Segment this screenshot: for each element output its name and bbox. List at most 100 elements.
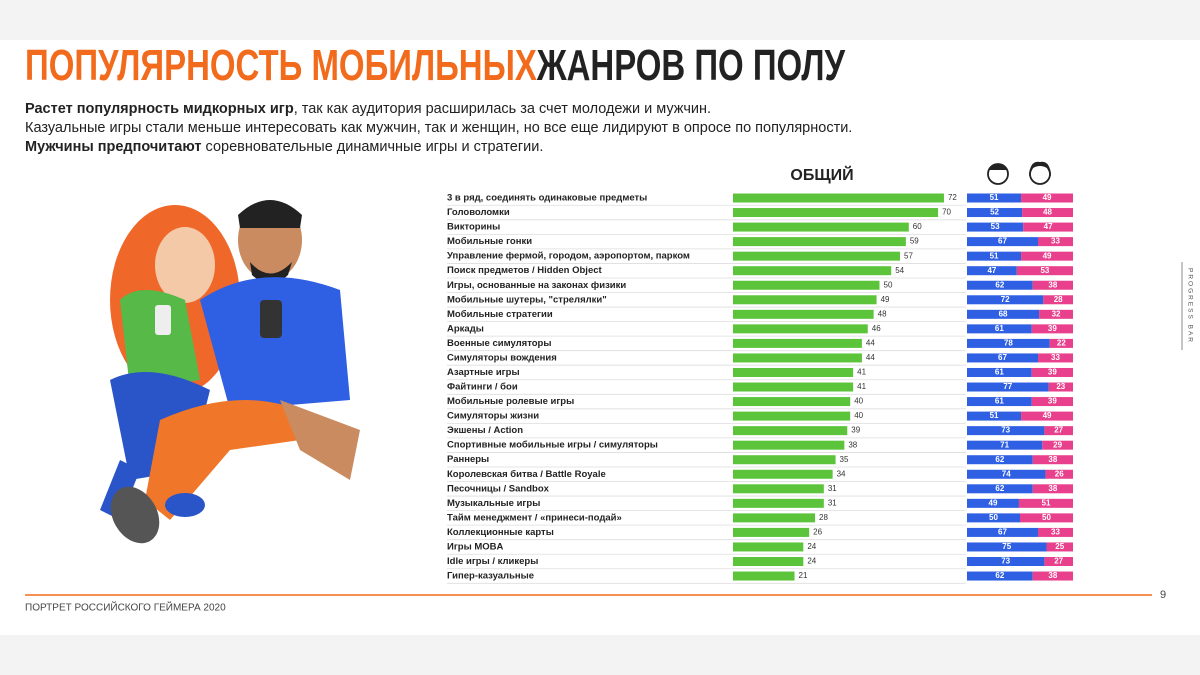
share-bar [967, 455, 1033, 465]
share-label: 39 [1048, 368, 1057, 377]
share-label: 62 [995, 484, 1004, 493]
category-label: Военные симуляторы [447, 338, 551, 349]
bar [733, 527, 810, 537]
share-label: 62 [995, 571, 1004, 580]
chart: 3 в ряд, соединять одинаковые предметы 72… [447, 193, 1073, 584]
intro-text: Казуальные игры стали меньше интересоват… [25, 120, 852, 136]
share-label: 38 [1048, 455, 1057, 464]
category-label: Королевская битва / Battle Royale [447, 469, 606, 480]
share-label: 67 [998, 353, 1007, 362]
category-label: Мобильные ролевые игры [447, 396, 574, 407]
intro-line: Растет популярность мидкорных игр, так к… [25, 101, 711, 117]
share-bar [967, 557, 1045, 566]
illustration [100, 200, 360, 544]
value-label: 34 [837, 469, 846, 478]
category-label: Раннеры [447, 454, 489, 465]
share-label: 51 [990, 193, 999, 202]
share-bar [1046, 542, 1073, 552]
share-label: 61 [995, 368, 1004, 377]
bar [733, 295, 877, 305]
share-bar [967, 193, 1022, 203]
value-label: 44 [866, 339, 875, 348]
category-label: Игры, основанные на законах физики [447, 280, 626, 291]
share-label: 38 [1048, 484, 1057, 493]
share-label: 78 [1004, 339, 1013, 348]
share-label: 38 [1048, 280, 1057, 289]
value-label: 41 [857, 382, 866, 391]
share-bar [1038, 527, 1073, 537]
category-label: Мобильные гонки [447, 236, 532, 247]
share-label: 49 [989, 498, 998, 507]
share-bar [967, 367, 1032, 377]
intro-line: Мужчины предпочитают соревновательные ди… [25, 139, 543, 155]
share-bar [967, 353, 1039, 363]
side-label: PROGRESS BAR [1186, 268, 1193, 344]
share-bar [1039, 309, 1073, 319]
share-label: 29 [1053, 440, 1062, 449]
share-label: 50 [1042, 513, 1051, 522]
share-label: 33 [1051, 528, 1060, 537]
category-label: Аркады [447, 323, 484, 334]
share-bar [1021, 251, 1073, 261]
share-label: 71 [1000, 440, 1009, 449]
intro-text: , так как аудитория расширилась за счет … [294, 101, 711, 117]
category-label: Мобильные стратегии [447, 309, 553, 320]
share-bar [967, 382, 1049, 392]
share-bar [1032, 571, 1073, 581]
category-label: Головоломки [447, 207, 510, 218]
share-label: 49 [1043, 193, 1052, 202]
bar [733, 382, 854, 392]
top-band [0, 0, 1200, 40]
share-label: 53 [1040, 266, 1049, 275]
share-bar [967, 237, 1039, 247]
bar [733, 222, 909, 232]
bar [733, 353, 862, 363]
share-label: 52 [990, 208, 999, 217]
share-label: 77 [1003, 382, 1012, 391]
value-label: 46 [872, 324, 881, 333]
share-bar [967, 324, 1032, 334]
category-label: Игры MOBA [447, 541, 504, 552]
slide-title: ПОПУЛЯРНОСТЬ МОБИЛЬНЫХЖАНРОВ ПО ПОЛУ [25, 41, 845, 90]
value-label: 54 [895, 266, 904, 275]
share-bar [1038, 237, 1073, 247]
share-bar [1023, 222, 1073, 232]
share-bar [967, 222, 1024, 232]
share-label: 51 [990, 411, 999, 420]
value-label: 21 [799, 571, 808, 580]
share-label: 47 [1044, 222, 1053, 231]
bar [733, 411, 851, 421]
share-label: 39 [1048, 397, 1057, 406]
value-label: 28 [819, 513, 828, 522]
share-label: 49 [1043, 251, 1052, 260]
share-bar [967, 527, 1039, 537]
bar [733, 208, 939, 218]
share-label: 27 [1054, 426, 1063, 435]
category-label: Гипер-казуальные [447, 571, 534, 582]
bar [733, 193, 944, 203]
share-bar [1044, 426, 1073, 436]
share-bar [1048, 382, 1073, 392]
share-label: 22 [1057, 339, 1066, 348]
share-label: 48 [1043, 208, 1052, 217]
bar [733, 455, 836, 465]
share-label: 74 [1002, 469, 1011, 478]
share-label: 75 [1002, 542, 1011, 551]
share-bar [967, 309, 1040, 319]
share-label: 33 [1051, 353, 1060, 362]
share-label: 39 [1048, 324, 1057, 333]
share-bar [1045, 469, 1073, 479]
intro-bold: Мужчины предпочитают [25, 139, 202, 155]
value-label: 60 [913, 222, 922, 231]
share-label: 25 [1055, 542, 1064, 551]
female-icon [1029, 161, 1051, 185]
share-bar [967, 208, 1023, 218]
share-label: 38 [1048, 571, 1057, 580]
category-label: Idle игры / кликеры [447, 556, 538, 567]
bar [733, 237, 906, 247]
share-bar [967, 542, 1047, 552]
share-bar [967, 280, 1033, 290]
bar [733, 280, 880, 290]
share-bar [1016, 266, 1073, 276]
